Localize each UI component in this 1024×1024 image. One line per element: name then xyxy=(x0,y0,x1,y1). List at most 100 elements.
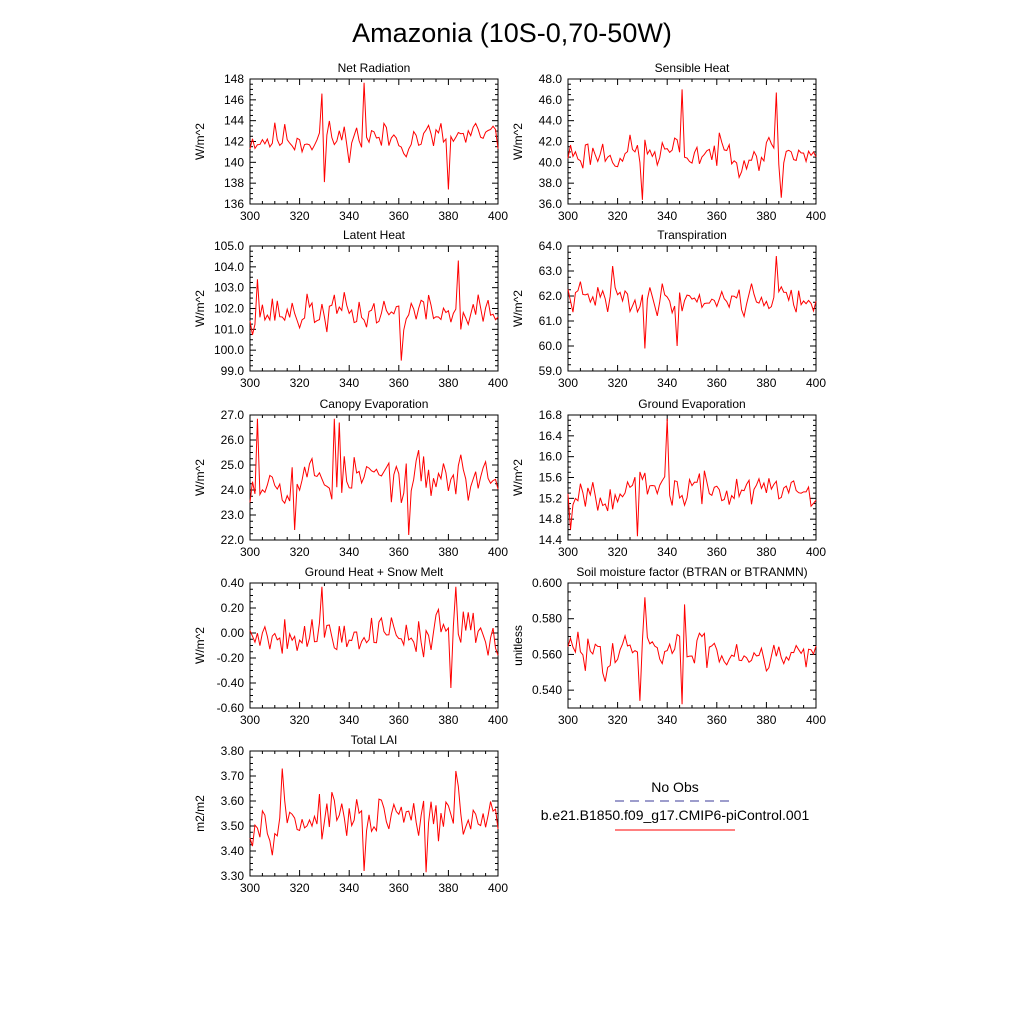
panel-title: Total LAI xyxy=(351,733,398,747)
chart-panel-canopy-evaporation: Canopy Evaporation W/m^2 300 320 340 360 380 40… xyxy=(193,397,508,559)
x-tick-label: 400 xyxy=(488,713,508,727)
y-tick-label: 16.4 xyxy=(539,429,563,443)
x-tick-label: 300 xyxy=(240,376,260,390)
legend: No Obs b.e21.B1850.f09_g17.CMIP6-piContr… xyxy=(541,779,809,831)
y-axis-label: W/m^2 xyxy=(193,627,207,664)
figure-title: Amazonia (10S-0,70-50W) xyxy=(352,18,672,48)
y-tick-label: 144 xyxy=(224,114,244,128)
x-tick-label: 380 xyxy=(756,376,776,390)
y-tick-label: 146 xyxy=(224,93,244,107)
y-tick-label: 36.0 xyxy=(539,197,563,211)
y-tick-label: 0.600 xyxy=(532,576,562,590)
plot-frame xyxy=(567,245,817,372)
y-tick-label: 38.0 xyxy=(539,176,563,190)
y-tick-label: 100.0 xyxy=(214,343,244,357)
x-tick-label: 380 xyxy=(756,545,776,559)
x-tick-label: 340 xyxy=(339,209,359,223)
x-tick-label: 320 xyxy=(290,713,310,727)
x-tick-label: 320 xyxy=(290,209,310,223)
y-axis-label: W/m^2 xyxy=(193,290,207,327)
series-line xyxy=(567,89,817,200)
y-tick-label: 0.580 xyxy=(532,612,562,626)
panel-title: Sensible Heat xyxy=(655,61,730,75)
x-tick-label: 320 xyxy=(290,376,310,390)
x-tick-label: 400 xyxy=(806,713,826,727)
chart-panel-transpiration: Transpiration W/m^2 300 320 340 360 380 400 59.0… xyxy=(511,228,826,390)
y-tick-label: 140 xyxy=(224,155,244,169)
x-tick-label: 300 xyxy=(558,545,578,559)
x-tick-label: 320 xyxy=(608,209,628,223)
chart-panel-soil-moisture-factor-btran-or-btranmn: Soil moisture factor (BTRAN or BTRANMN) u… xyxy=(511,565,826,727)
y-tick-label: 64.0 xyxy=(539,239,563,253)
y-tick-label: 59.0 xyxy=(539,364,563,378)
panels: Net Radiation W/m^2 300 320 340 360 380 400 136 1… xyxy=(193,61,826,895)
series-line xyxy=(567,418,817,537)
x-tick-label: 320 xyxy=(290,881,310,895)
x-tick-label: 300 xyxy=(558,713,578,727)
y-tick-label: -0.60 xyxy=(217,701,245,715)
y-tick-label: 3.30 xyxy=(221,869,245,883)
series-line xyxy=(249,586,499,689)
y-tick-label: 148 xyxy=(224,72,244,86)
x-tick-label: 400 xyxy=(488,881,508,895)
y-tick-label: 25.0 xyxy=(221,458,245,472)
chart-panel-latent-heat: Latent Heat W/m^2 300 320 340 360 380 400 99.0 10… xyxy=(193,228,508,390)
x-tick-label: 300 xyxy=(240,545,260,559)
x-tick-label: 400 xyxy=(488,209,508,223)
panel-title: Transpiration xyxy=(657,228,727,242)
y-tick-label: 102.0 xyxy=(214,302,244,316)
y-tick-label: 27.0 xyxy=(221,408,245,422)
y-tick-label: 99.0 xyxy=(221,364,245,378)
x-tick-label: 320 xyxy=(608,713,628,727)
x-tick-label: 360 xyxy=(707,713,727,727)
x-tick-label: 300 xyxy=(240,209,260,223)
x-tick-label: 340 xyxy=(339,376,359,390)
series-line xyxy=(249,768,499,873)
panel-title: Net Radiation xyxy=(338,61,411,75)
x-tick-label: 360 xyxy=(389,209,409,223)
panel-title: Latent Heat xyxy=(343,228,406,242)
y-tick-label: 136 xyxy=(224,197,244,211)
y-axis-label: W/m^2 xyxy=(511,459,525,496)
series-line xyxy=(249,82,499,190)
x-tick-label: 340 xyxy=(339,545,359,559)
x-tick-label: 340 xyxy=(339,713,359,727)
y-axis-label: W/m^2 xyxy=(511,123,525,160)
y-tick-label: 0.00 xyxy=(221,626,245,640)
plot-frame xyxy=(249,78,499,205)
plot-frame xyxy=(249,414,499,541)
y-tick-label: 61.0 xyxy=(539,314,563,328)
x-tick-label: 340 xyxy=(657,713,677,727)
x-tick-label: 380 xyxy=(756,713,776,727)
y-tick-label: 142 xyxy=(224,135,244,149)
y-tick-label: 0.540 xyxy=(532,683,562,697)
x-tick-label: 400 xyxy=(488,376,508,390)
y-tick-label: 22.0 xyxy=(221,533,245,547)
y-tick-label: 16.8 xyxy=(539,408,563,422)
y-axis-label: m2/m2 xyxy=(193,795,207,832)
x-tick-label: 360 xyxy=(707,376,727,390)
x-tick-label: 400 xyxy=(806,545,826,559)
panel-title: Ground Heat + Snow Melt xyxy=(305,565,444,579)
chart-panel-ground-heat-snow-melt: Ground Heat + Snow Melt W/m^2 300 320 340 360… xyxy=(193,565,508,727)
y-tick-label: 40.0 xyxy=(539,155,563,169)
y-axis-label: unitless xyxy=(511,625,525,666)
y-tick-label: 44.0 xyxy=(539,114,563,128)
x-tick-label: 340 xyxy=(339,881,359,895)
x-tick-label: 340 xyxy=(657,376,677,390)
series-line xyxy=(249,260,499,361)
y-tick-label: 15.6 xyxy=(539,471,563,485)
y-tick-label: 26.0 xyxy=(221,433,245,447)
y-tick-label: 63.0 xyxy=(539,264,563,278)
y-tick-label: 24.0 xyxy=(221,483,245,497)
y-tick-label: 3.40 xyxy=(221,844,245,858)
x-tick-label: 400 xyxy=(806,376,826,390)
x-tick-label: 400 xyxy=(806,209,826,223)
chart-panel-total-lai: Total LAI m2/m2 300 320 340 360 380 400 3.30 3.40… xyxy=(193,733,508,895)
x-tick-label: 360 xyxy=(389,713,409,727)
series-line xyxy=(249,418,499,536)
chart-panel-sensible-heat: Sensible Heat W/m^2 300 320 340 360 380 400 36.0… xyxy=(511,61,826,223)
y-tick-label: 14.8 xyxy=(539,512,563,526)
y-axis-label: W/m^2 xyxy=(193,123,207,160)
chart-panel-net-radiation: Net Radiation W/m^2 300 320 340 360 380 400 136 1… xyxy=(193,61,508,223)
